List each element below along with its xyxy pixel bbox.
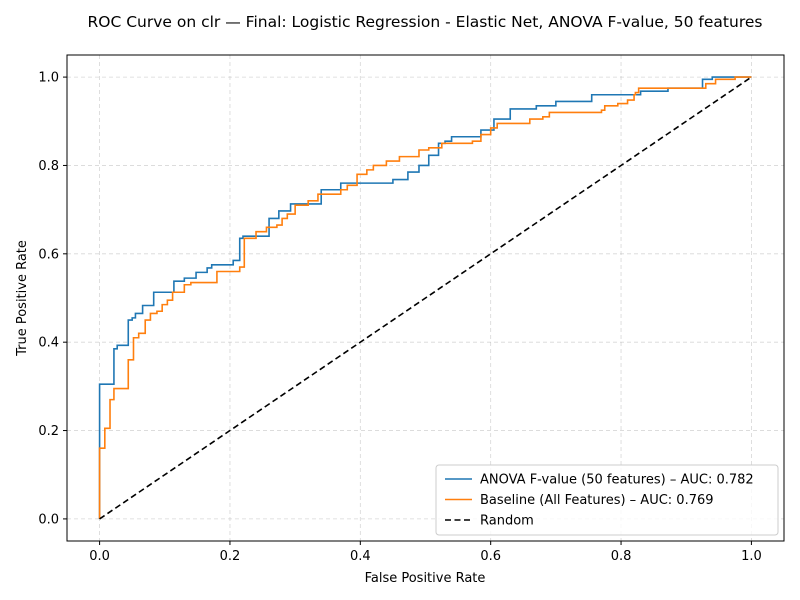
series-line [98,76,752,519]
plot-frame [66,54,785,542]
x-tick-label: 1.0 [741,549,762,564]
plot-lines [98,76,752,520]
y-tick-label: 1.0 [38,71,59,86]
y-tick-label: 0.6 [38,247,59,262]
x-tick-label: 0.0 [89,549,110,564]
x-tick-label: 0.6 [480,549,501,564]
legend-box [435,464,779,536]
grid [67,55,784,541]
x-axis-label: False Positive Rate [365,571,486,586]
legend-label: ANOVA F-value (50 features) – AUC: 0.782 [480,473,754,488]
legend: ANOVA F-value (50 features) – AUC: 0.782… [435,464,779,536]
y-tick-label: 0.2 [38,424,59,439]
y-axis-label: True Positive Rate [15,240,30,357]
y-tick-label: 0.0 [38,512,59,527]
x-tick-label: 0.4 [350,549,371,564]
series-line [99,76,752,520]
series-line [98,76,752,519]
chart-title: ROC Curve on clr — Final: Logistic Regre… [88,13,763,31]
legend-label: Random [480,514,534,529]
legend-label: Baseline (All Features) – AUC: 0.769 [480,493,714,508]
axis-ticks: 0.0 0.2 0.4 0.6 0.8 1.0 0.0 0.2 0.4 0.6 0.8 1.0 [38,71,761,564]
x-tick-label: 0.8 [611,549,632,564]
y-tick-label: 0.8 [38,159,59,174]
y-tick-label: 0.4 [38,336,59,351]
x-tick-label: 0.2 [220,549,241,564]
